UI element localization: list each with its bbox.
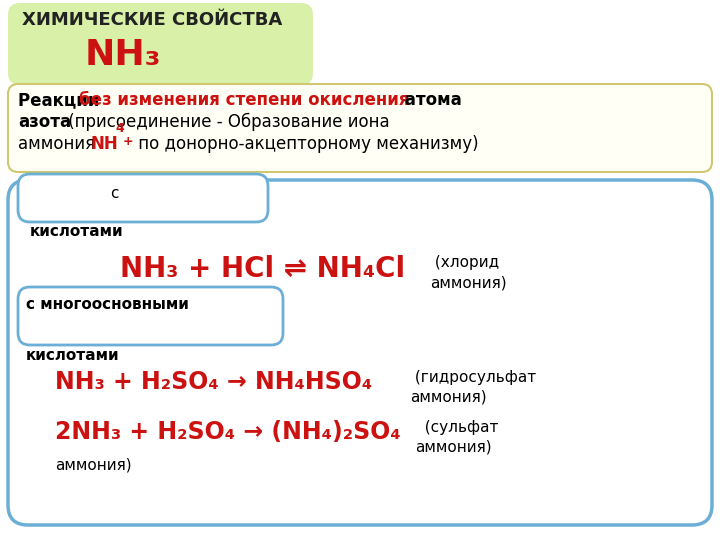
- FancyBboxPatch shape: [18, 174, 268, 222]
- Text: кислотами: кислотами: [30, 224, 124, 239]
- Text: Реакции: Реакции: [18, 91, 105, 109]
- FancyBboxPatch shape: [18, 287, 283, 345]
- Text: аммония): аммония): [415, 439, 492, 454]
- Text: азота: азота: [18, 113, 71, 131]
- Text: аммония: аммония: [18, 135, 100, 153]
- Text: аммония): аммония): [410, 389, 487, 404]
- FancyBboxPatch shape: [8, 3, 313, 85]
- Text: NH: NH: [91, 135, 119, 153]
- Text: (хлорид: (хлорид: [430, 255, 499, 270]
- Text: без изменения степени окисления: без изменения степени окисления: [79, 91, 410, 109]
- Text: NH₃ + HCl ⇌ NH₄Cl: NH₃ + HCl ⇌ NH₄Cl: [120, 255, 405, 283]
- Text: атома: атома: [399, 91, 462, 109]
- Text: +: +: [123, 135, 134, 148]
- Text: NH₃: NH₃: [85, 38, 161, 72]
- Text: с многоосновными: с многоосновными: [26, 297, 189, 312]
- Text: кислотами: кислотами: [26, 348, 120, 363]
- Text: аммония): аммония): [55, 458, 132, 473]
- Text: с: с: [110, 186, 119, 201]
- Text: 4: 4: [115, 122, 124, 135]
- Text: (сульфат: (сульфат: [415, 420, 498, 435]
- Text: ХИМИЧЕСКИЕ СВОЙСТВА: ХИМИЧЕСКИЕ СВОЙСТВА: [22, 11, 282, 29]
- FancyBboxPatch shape: [8, 84, 712, 172]
- Text: 2NH₃ + H₂SO₄ → (NH₄)₂SO₄: 2NH₃ + H₂SO₄ → (NH₄)₂SO₄: [55, 420, 401, 444]
- Text: аммония): аммония): [430, 275, 507, 290]
- Text: (гидросульфат: (гидросульфат: [410, 370, 536, 385]
- Text: NH₃ + H₂SO₄ → NH₄HSO₄: NH₃ + H₂SO₄ → NH₄HSO₄: [55, 370, 372, 394]
- Text: (присоединение - Образование иона: (присоединение - Образование иона: [63, 113, 390, 131]
- Text: по донорно-акцепторному механизму): по донорно-акцепторному механизму): [133, 135, 479, 153]
- FancyBboxPatch shape: [8, 180, 712, 525]
